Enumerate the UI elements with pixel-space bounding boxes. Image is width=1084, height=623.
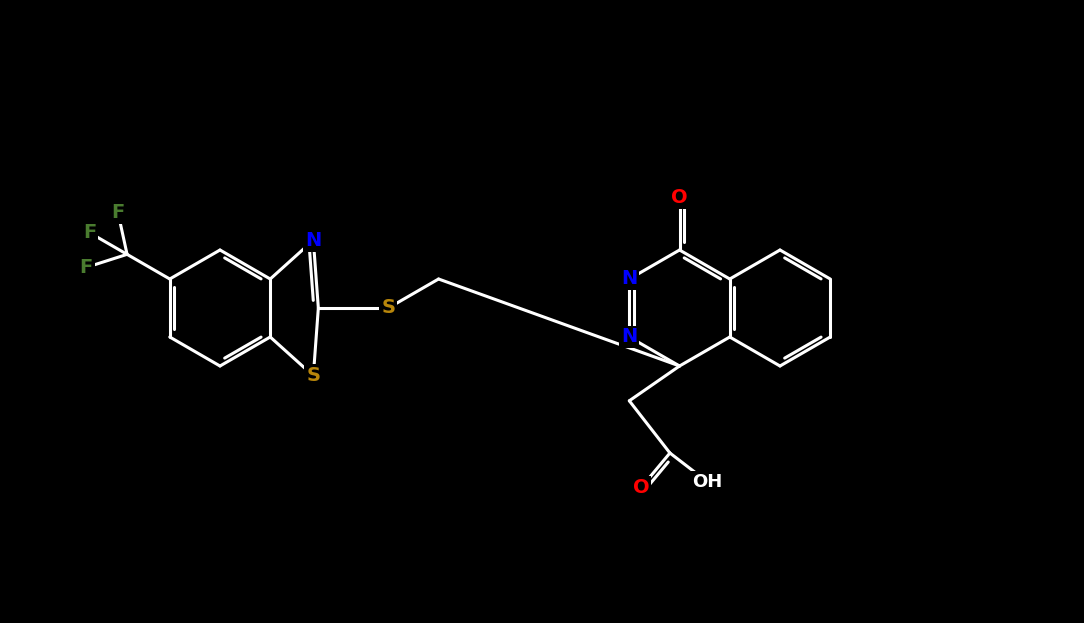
Text: O: O	[633, 478, 649, 497]
Text: S: S	[307, 366, 321, 385]
Text: O: O	[671, 188, 688, 207]
Text: F: F	[82, 223, 96, 242]
Text: N: N	[621, 270, 637, 288]
Text: OH: OH	[693, 473, 723, 491]
Text: N: N	[621, 328, 637, 346]
Text: S: S	[382, 298, 396, 318]
Text: F: F	[112, 202, 125, 222]
Text: N: N	[306, 231, 322, 250]
Text: F: F	[79, 258, 92, 277]
